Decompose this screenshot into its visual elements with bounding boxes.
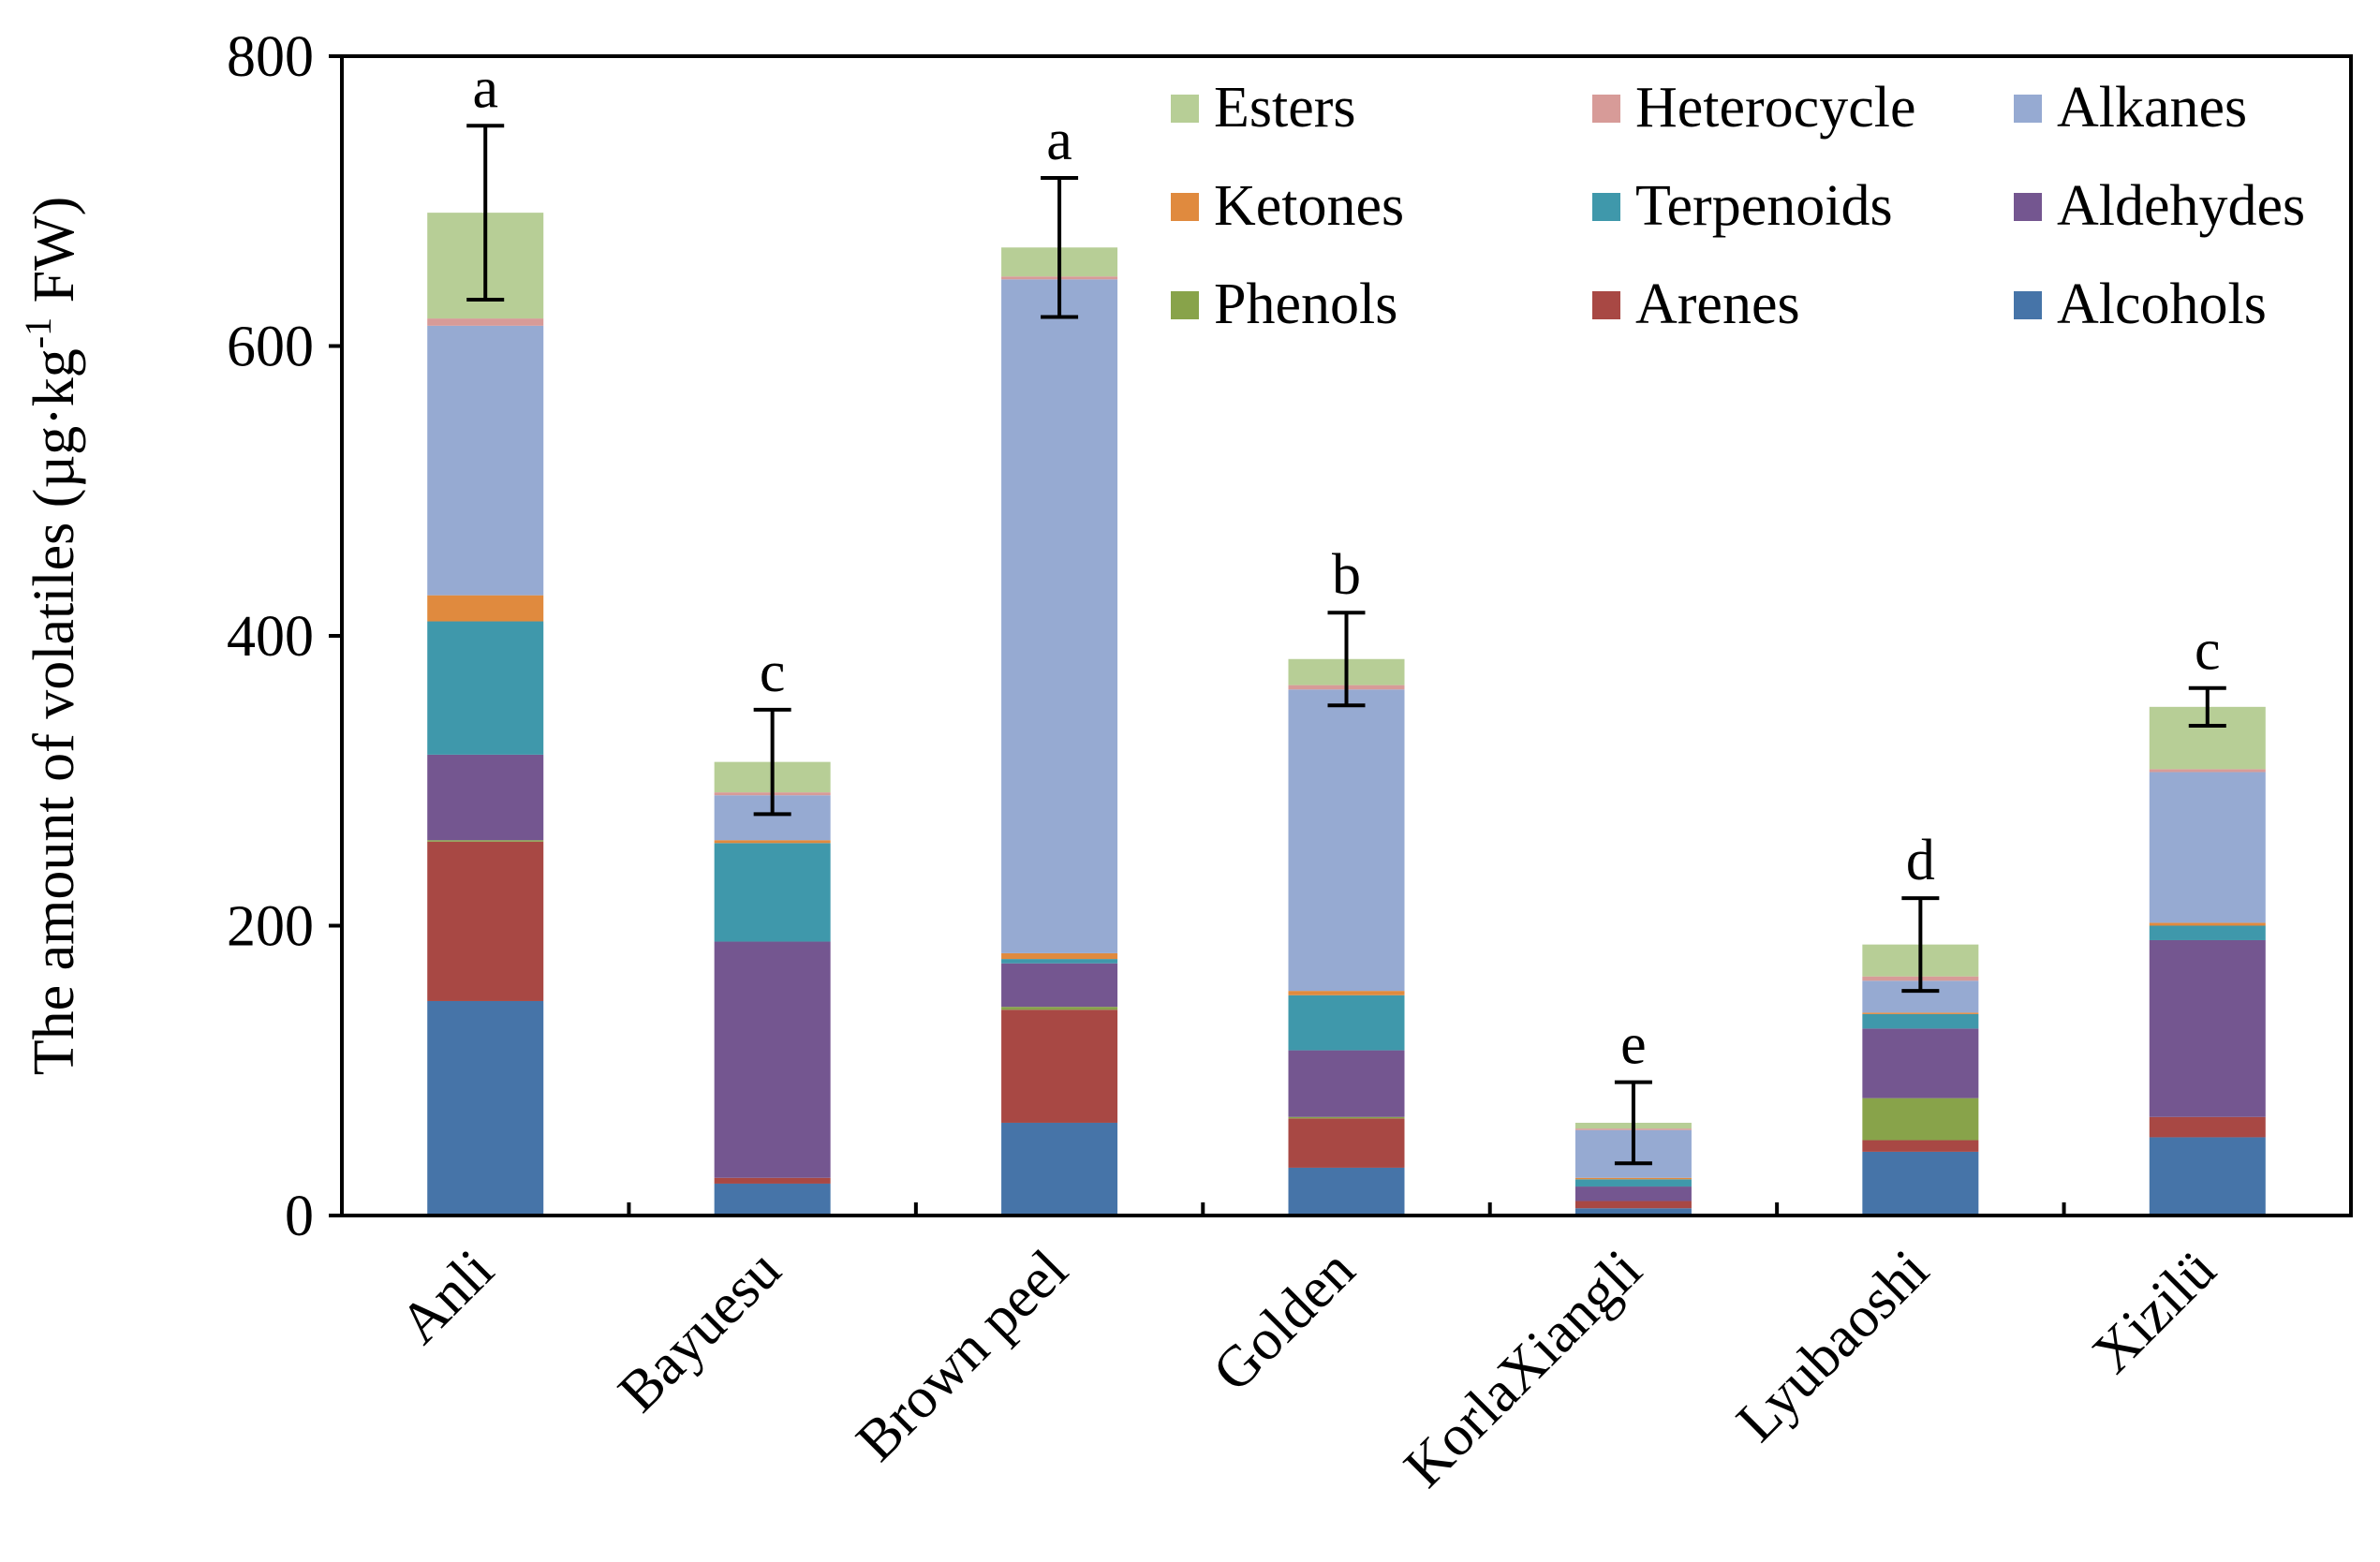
bar-segment-aldehydes-lyubaoshi: [1862, 1028, 1979, 1098]
bar-segment-ketones-lyubaoshi: [1862, 1012, 1979, 1014]
bar-segment-alcohols-brown-peel: [1001, 1122, 1118, 1216]
bar-segment-arenes-xizil: [2149, 1116, 2266, 1138]
bar-segment-alkanes-golden: [1288, 689, 1405, 992]
bar-segment-aldehydes-korlaxiangli: [1574, 1186, 1692, 1201]
bar-segment-aldehydes-anli: [427, 754, 544, 841]
bar-segment-phenols-brown-peel: [1001, 1007, 1118, 1010]
x-tick-label-brown-peel: Brown peel: [845, 1238, 1080, 1473]
legend: Esters Heterocycle Alkanes Ketones Terpenoid…: [1171, 76, 2305, 336]
legend-label-arenes: Arenes: [1635, 273, 1800, 336]
x-tick-label-bayuesu: Bayuesu: [606, 1238, 792, 1424]
legend-swatch-alcohols: [2014, 291, 2042, 319]
y-tick-label-600: 600: [227, 316, 314, 379]
bar-segment-alkanes-xizil: [2149, 772, 2266, 923]
bar-segment-ketones-anli: [427, 595, 544, 622]
legend-label-ketones: Ketones: [1214, 174, 1404, 238]
legend-swatch-esters: [1171, 95, 1199, 123]
bar-segment-ketones-bayuesu: [714, 840, 831, 844]
bar-segment-alcohols-lyubaoshi: [1862, 1151, 1979, 1216]
legend-swatch-arenes: [1592, 291, 1620, 319]
significance-letter-golden: b: [1332, 543, 1361, 607]
bar-segment-terpenoids-anli: [427, 621, 544, 755]
y-tick-label-400: 400: [227, 605, 314, 669]
bar-segment-alcohols-bayuesu: [714, 1183, 831, 1216]
legend-swatch-heterocycle: [1592, 95, 1620, 123]
x-tick-label-korlaxiangli: KorlaXiangli: [1392, 1238, 1653, 1499]
y-axis-title-superscript: -1: [17, 317, 59, 348]
x-tick-label-lyubaoshi: Lyubaoshi: [1725, 1238, 1942, 1454]
x-axis: Anli Bayuesu Brown peel Golden KorlaXiangli L…: [388, 1202, 2228, 1499]
legend-label-alcohols: Alcohols: [2057, 273, 2267, 336]
bar-segment-ketones-brown-peel: [1001, 952, 1118, 960]
bar-segment-terpenoids-brown-peel: [1001, 959, 1118, 964]
bar-segment-arenes-golden: [1288, 1118, 1405, 1168]
legend-label-aldehydes: Aldehydes: [2057, 174, 2305, 238]
bar-segment-terpenoids-bayuesu: [714, 843, 831, 942]
y-tick-label-0: 0: [285, 1185, 314, 1248]
y-axis-title-suffix: FW): [22, 197, 86, 317]
legend-swatch-terpenoids: [1592, 193, 1620, 221]
significance-letter-korlaxiangli: e: [1620, 1013, 1647, 1077]
bar-segment-aldehydes-brown-peel: [1001, 963, 1118, 1008]
bar-segment-arenes-korlaxiangli: [1574, 1201, 1692, 1209]
bar-segment-aldehydes-xizil: [2149, 939, 2266, 1117]
y-axis-title: The amount of volatiles (µg·kg-1 FW): [17, 197, 86, 1076]
bar-segment-arenes-brown-peel: [1001, 1009, 1118, 1123]
bar-segment-phenols-lyubaoshi: [1862, 1098, 1979, 1141]
bar-segment-terpenoids-xizil: [2149, 925, 2266, 940]
bar-segment-heterocycle-xizil: [2149, 769, 2266, 773]
x-tick-label-golden: Golden: [1201, 1238, 1367, 1404]
bar-segment-aldehydes-bayuesu: [714, 941, 831, 1178]
bar-segment-ketones-xizil: [2149, 922, 2266, 926]
bar-segment-phenols-golden: [1288, 1116, 1405, 1119]
bar-segment-alcohols-golden: [1288, 1167, 1405, 1216]
bar-segment-phenols-anli: [427, 840, 544, 842]
bar-segment-alkanes-anli: [427, 325, 544, 596]
significance-letter-xizil: c: [2195, 619, 2221, 683]
legend-label-esters: Esters: [1214, 76, 1356, 140]
significance-letter-anli: a: [472, 56, 498, 120]
bar-segment-arenes-bayuesu: [714, 1177, 831, 1184]
bar-segment-terpenoids-korlaxiangli: [1574, 1179, 1692, 1187]
bar-segment-arenes-lyubaoshi: [1862, 1140, 1979, 1152]
legend-label-heterocycle: Heterocycle: [1635, 76, 1915, 140]
error-bars-layer: [466, 124, 2226, 1166]
y-tick-label-800: 800: [227, 25, 314, 89]
legend-swatch-aldehydes: [2014, 193, 2042, 221]
legend-swatch-phenols: [1171, 291, 1199, 319]
legend-swatch-alkanes: [2014, 95, 2042, 123]
bar-segment-alkanes-brown-peel: [1001, 279, 1118, 953]
bar-segment-heterocycle-anli: [427, 318, 544, 326]
significance-letter-bayuesu: c: [760, 641, 786, 704]
bar-segment-alcohols-anli: [427, 1000, 544, 1216]
legend-swatch-ketones: [1171, 193, 1199, 221]
legend-label-alkanes: Alkanes: [2057, 76, 2247, 140]
significance-letter-brown-peel: a: [1046, 109, 1072, 172]
legend-label-phenols: Phenols: [1214, 273, 1397, 336]
x-tick-label-anli: Anli: [388, 1238, 506, 1356]
bar-segment-alcohols-xizil: [2149, 1137, 2266, 1216]
bar-segment-aldehydes-golden: [1288, 1050, 1405, 1117]
y-axis-title-main: The amount of volatiles (µg·kg: [22, 348, 86, 1075]
significance-letters-layer: a c a b e d c: [472, 56, 2220, 1076]
bars-layer: [427, 213, 2266, 1216]
y-tick-label-200: 200: [227, 895, 314, 959]
legend-label-terpenoids: Terpenoids: [1635, 174, 1893, 238]
y-axis: 0 200 400 600 800: [227, 25, 342, 1248]
bar-segment-ketones-korlaxiangli: [1574, 1177, 1692, 1180]
bar-segment-alcohols-korlaxiangli: [1574, 1208, 1692, 1216]
significance-letter-lyubaoshi: d: [1906, 829, 1935, 892]
bar-segment-terpenoids-lyubaoshi: [1862, 1013, 1979, 1029]
bar-segment-terpenoids-golden: [1288, 995, 1405, 1051]
bar-segment-ketones-golden: [1288, 991, 1405, 995]
x-tick-label-xizil: Xizilü: [2080, 1238, 2228, 1386]
bar-segment-arenes-anli: [427, 841, 544, 1001]
